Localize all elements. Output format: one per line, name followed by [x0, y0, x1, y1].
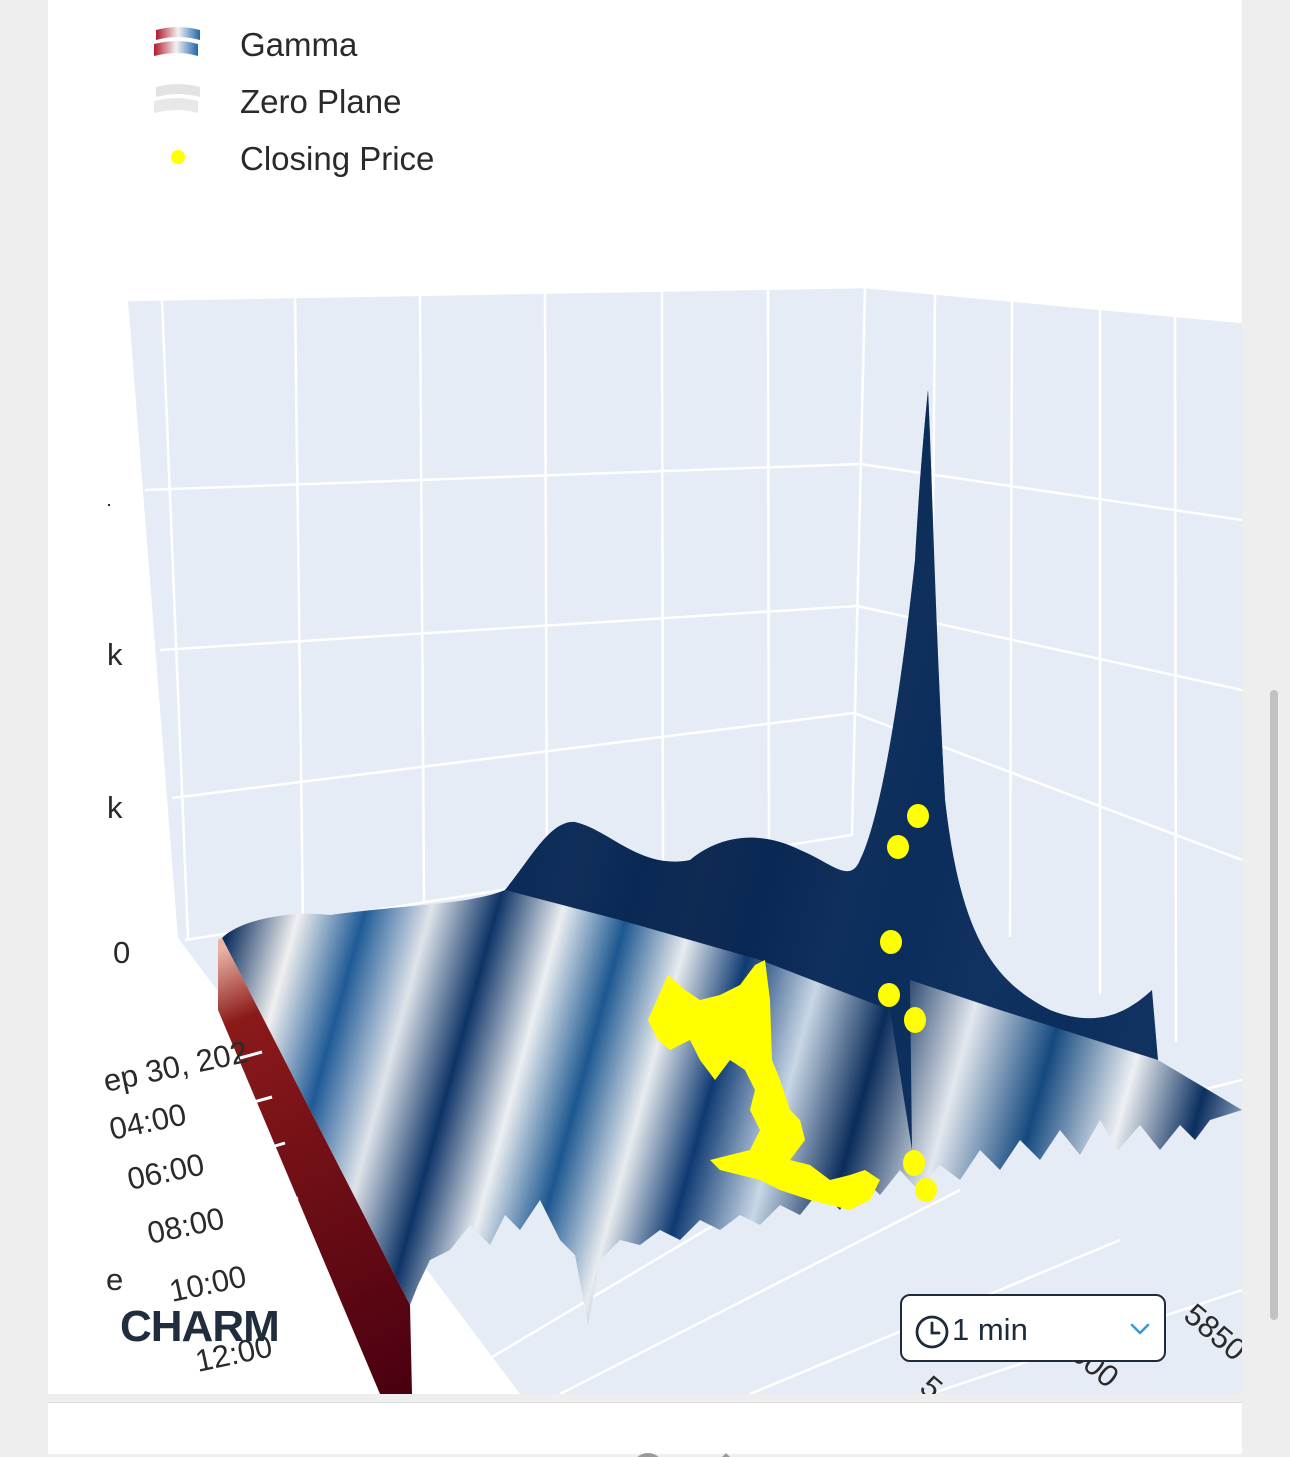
yellow-dot-icon [171, 150, 185, 164]
scrollbar[interactable] [1270, 690, 1278, 1320]
interval-value: 1 min [952, 1312, 1028, 1347]
gamma-front-face [218, 938, 412, 1394]
y-axis-title: e [106, 1262, 123, 1297]
colorscale-surface-icon [154, 27, 200, 56]
chart-toolbar[interactable] [628, 1417, 1108, 1457]
legend-item-gamma[interactable]: Gamma [148, 22, 548, 63]
toolbar-card [48, 1402, 1242, 1457]
chevron-down-icon [1130, 1323, 1150, 1335]
y-tick-label: 04:00 [106, 1096, 189, 1146]
z-tick-label: k [107, 790, 123, 825]
plane-surface-icon [154, 84, 200, 113]
clock-icon [915, 1315, 949, 1349]
surface-plot[interactable]: 0 k k ep 30, 202 04:00 06:00 08:00 10:00… [48, 0, 1242, 1394]
z-tick-label: 0 [113, 935, 130, 970]
camera-icon[interactable] [632, 1453, 664, 1457]
closing-price-points [648, 804, 937, 1210]
panel-label: CHARM [120, 1302, 280, 1351]
legend-item-zero-plane[interactable]: Zero Plane [148, 79, 548, 120]
legend-label: Closing Price [240, 140, 435, 177]
legend-item-closing-price[interactable]: Closing Price [148, 136, 548, 177]
legend-label: Gamma [240, 26, 358, 63]
z-axis-ticks: 0 k k [107, 637, 130, 970]
y-tick-label: ep 30, 202 [100, 1034, 251, 1099]
y-tick-label: 06:00 [124, 1146, 207, 1196]
interval-select[interactable]: 1 min [900, 1294, 1166, 1362]
z-tick-label: k [107, 637, 123, 672]
y-axis-ticks [239, 1050, 331, 1322]
zoom-icon[interactable] [716, 1453, 736, 1457]
y-tick-label: 08:00 [144, 1200, 227, 1250]
legend-label: Zero Plane [240, 83, 402, 120]
chart-card: Gamma Zero Plane Closing Price [48, 0, 1242, 1394]
